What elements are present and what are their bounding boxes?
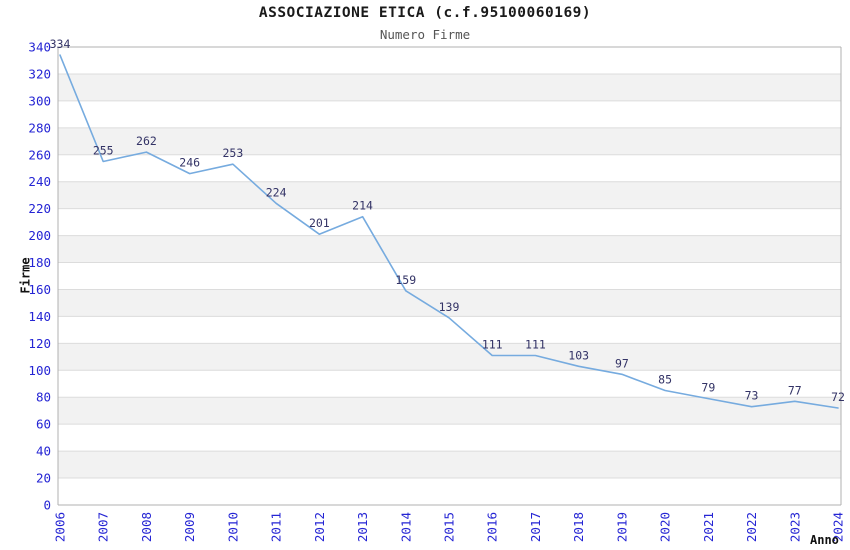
plot-band (58, 181, 841, 209)
point-label: 159 (395, 273, 416, 287)
point-label: 103 (568, 348, 589, 362)
plot-band (58, 451, 841, 479)
y-tick-label: 220 (28, 201, 51, 216)
point-label: 201 (309, 216, 330, 230)
y-tick-label: 260 (28, 147, 51, 162)
x-tick-label: 2016 (485, 512, 500, 542)
x-tick-label: 2024 (831, 512, 846, 542)
plot-band (58, 397, 841, 425)
point-label: 111 (525, 337, 546, 351)
x-tick-label: 2017 (528, 512, 543, 542)
y-tick-label: 40 (36, 444, 51, 459)
x-tick-label: 2008 (139, 512, 154, 542)
x-tick-label: 2014 (398, 512, 413, 542)
plot-bands (58, 73, 841, 479)
point-label: 139 (439, 300, 460, 314)
y-axis-title: Firme (18, 257, 33, 294)
point-label: 334 (50, 37, 71, 51)
plot-band (58, 343, 841, 371)
x-tick-labels: 2006 2007 2008 2009 2010 2011 2012 2013 2014 2015… (53, 512, 846, 542)
y-tick-label: 240 (28, 174, 51, 189)
x-tick-label: 2006 (53, 512, 68, 542)
y-tick-label: 160 (28, 282, 51, 297)
y-tick-label: 140 (28, 309, 51, 324)
x-tick-label: 2015 (442, 512, 457, 542)
x-tick-label: 2012 (312, 512, 327, 542)
point-label: 85 (658, 373, 672, 387)
point-label: 72 (831, 390, 845, 404)
point-label: 262 (136, 134, 157, 148)
x-tick-label: 2019 (614, 512, 629, 542)
point-label: 214 (352, 199, 373, 213)
chart-title: ASSOCIAZIONE ETICA (c.f.95100060169) (258, 5, 592, 21)
y-tick-label: 100 (28, 363, 51, 378)
point-label: 246 (179, 156, 200, 170)
x-tick-label: 2021 (701, 512, 716, 542)
point-label: 97 (615, 356, 629, 370)
x-tick-label: 2018 (571, 512, 586, 542)
point-label: 79 (701, 381, 715, 395)
y-tick-label: 280 (28, 120, 51, 135)
y-tick-label: 320 (28, 66, 51, 81)
x-tick-label: 2007 (96, 512, 111, 542)
y-tick-label: 180 (28, 255, 51, 270)
y-tick-label: 300 (28, 93, 51, 108)
x-tick-label: 2009 (182, 512, 197, 542)
y-tick-label: 80 (36, 390, 51, 405)
y-tick-label: 200 (28, 228, 51, 243)
y-tick-label: 120 (28, 336, 51, 351)
gridlines (58, 46, 841, 506)
plot-frame (57, 47, 842, 505)
y-tick-labels: 0 20 40 60 80 100 120 140 160 180 200 220 240 260 280 3… (28, 40, 51, 513)
point-label: 111 (482, 337, 503, 351)
y-tick-label: 340 (28, 40, 51, 55)
series-line (59, 54, 839, 409)
point-labels: 334 255 262 246 253 224 201 214 159 139 111 111 103 9… (50, 37, 845, 404)
point-label: 224 (266, 185, 287, 199)
plot-band (58, 289, 841, 317)
x-tick-label: 2022 (744, 512, 759, 542)
chart-subtitle: Numero Firme (379, 27, 471, 42)
y-tick-label: 20 (36, 471, 51, 486)
plot-band (58, 73, 841, 101)
x-tick-label: 2013 (355, 512, 370, 542)
x-axis-title: Anno (810, 533, 839, 547)
plot-band (58, 127, 841, 155)
y-tick-label: 0 (43, 498, 51, 513)
x-tick-label: 2011 (269, 512, 284, 542)
x-tick-label: 2020 (658, 512, 673, 542)
x-tick-label: 2010 (225, 512, 240, 542)
point-label: 77 (788, 383, 802, 397)
point-label: 255 (93, 144, 114, 158)
plot-band (58, 235, 841, 263)
point-label: 73 (745, 389, 759, 403)
point-label: 253 (222, 146, 243, 160)
x-tick-label: 2023 (787, 512, 802, 542)
y-tick-label: 60 (36, 417, 51, 432)
